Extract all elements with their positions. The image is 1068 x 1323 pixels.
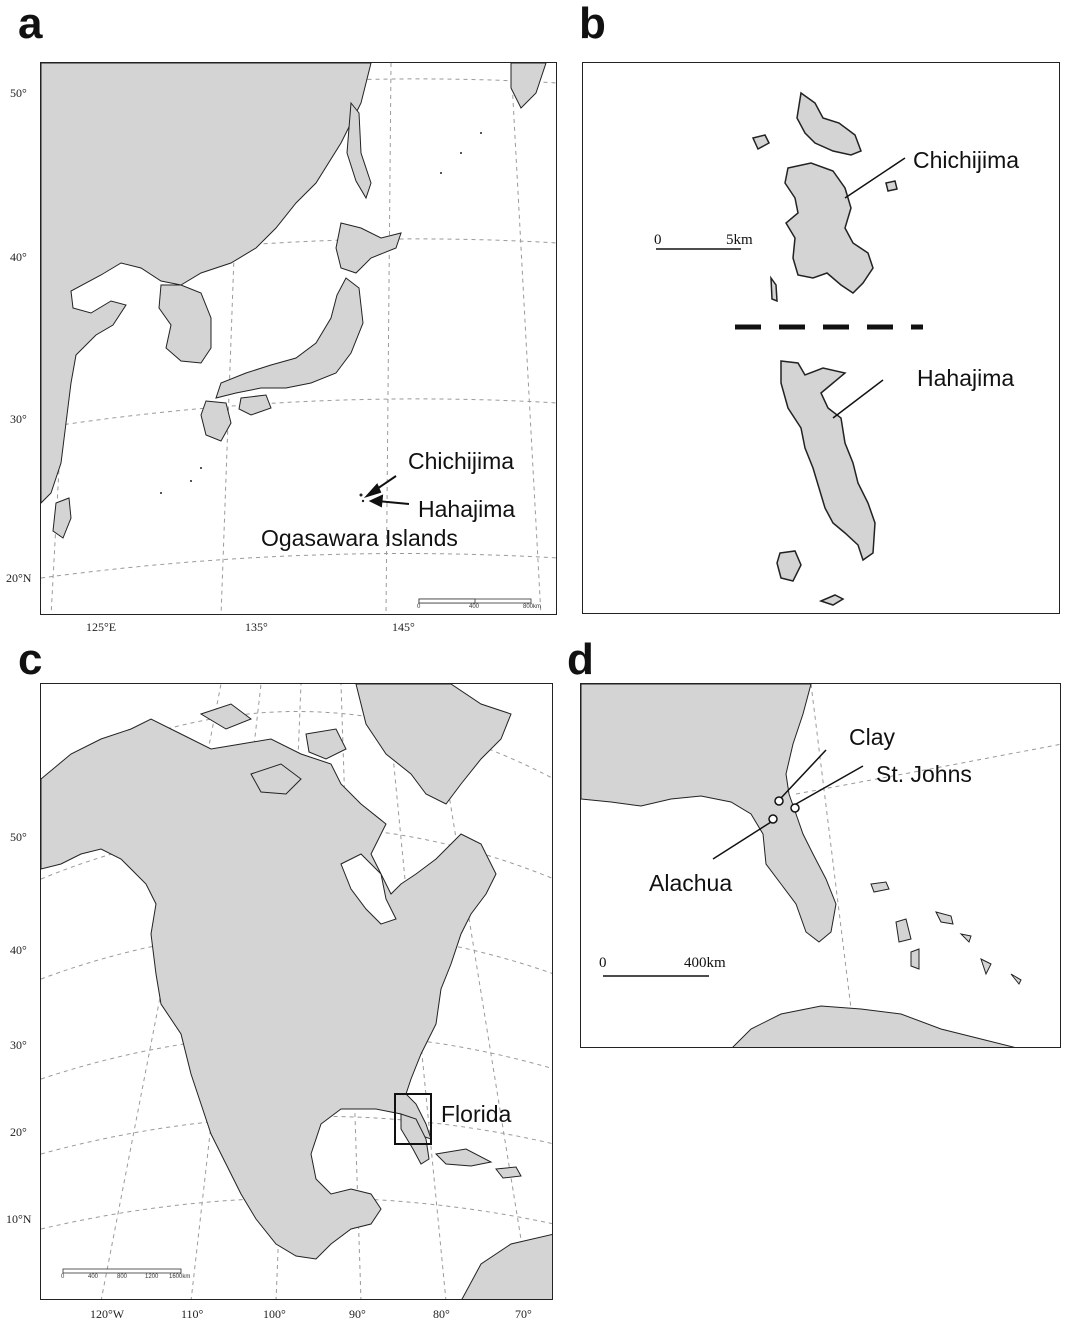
lon-c-70: 70° — [515, 1307, 532, 1321]
asia-mainland — [41, 63, 372, 504]
label-chichijima-a: Chichijima — [408, 448, 515, 474]
scale-d-0: 0 — [599, 955, 607, 971]
lat-c-50: 50° — [10, 830, 27, 844]
point-st-johns — [790, 803, 800, 813]
hudson-bay — [340, 853, 397, 925]
florida-peninsula — [400, 1113, 430, 1165]
hokkaido — [335, 222, 402, 274]
southeast-us-florida — [581, 684, 837, 943]
islands-map-svg — [656, 91, 923, 606]
japan-map-svg — [41, 63, 556, 614]
map-panel-b-islands: Chichijima Hahajima 0 5km — [582, 62, 1060, 614]
point-clay — [774, 796, 784, 806]
florida-map-svg — [581, 684, 1060, 1047]
label-hahajima-b: Hahajima — [917, 365, 1015, 391]
cuba — [732, 1005, 1016, 1047]
korea — [158, 284, 212, 364]
point-alachua — [768, 814, 778, 824]
lat-a-40: 40° — [10, 250, 27, 264]
sakhalin — [346, 101, 372, 200]
scale-a-800: 800km — [523, 604, 542, 610]
lat-a-50: 50° — [10, 86, 27, 100]
scale-a-0: 0 — [417, 604, 421, 610]
chichijima-island — [784, 162, 874, 294]
north-america-map-svg — [41, 684, 552, 1299]
shikoku — [238, 394, 272, 416]
scale-d-400km: 400km — [684, 955, 726, 971]
lon-a-125: 125°E — [86, 620, 117, 634]
label-chichijima-b: Chichijima — [913, 147, 1020, 173]
greenland — [355, 684, 512, 805]
lat-c-30: 30° — [10, 1038, 27, 1052]
panel-letter-b: b — [579, 0, 606, 48]
scale-b-0: 0 — [654, 232, 662, 248]
map-panel-a-japan: Chichijima Hahajima Ogasawara Islands 0 … — [40, 62, 557, 615]
lat-c-10: 10°N — [6, 1212, 32, 1226]
panel-letter-c: c — [18, 635, 43, 684]
lon-c-120: 120°W — [90, 1307, 125, 1321]
label-hahajima-a: Hahajima — [418, 496, 516, 522]
honshu — [215, 277, 364, 399]
lon-c-100: 100° — [263, 1307, 286, 1321]
lon-c-110: 110° — [181, 1307, 204, 1321]
map-panel-d-florida: Clay St. Johns Alachua 0 400km — [580, 683, 1061, 1048]
kyushu — [200, 400, 232, 442]
scale-c-1600: 1600km — [169, 1274, 191, 1280]
label-ogasawara-islands: Ogasawara Islands — [261, 525, 458, 551]
lat-a-20: 20°N — [6, 571, 32, 585]
scale-a-400: 400 — [469, 604, 480, 610]
label-clay: Clay — [849, 724, 896, 750]
scale-c-0: 0 — [61, 1274, 65, 1280]
lat-c-40: 40° — [10, 943, 27, 957]
lon-c-90: 90° — [349, 1307, 366, 1321]
scale-c-800: 800 — [117, 1274, 128, 1280]
panel-letter-a: a — [18, 0, 43, 48]
north-america-landmass — [41, 718, 497, 1260]
label-st-johns: St. Johns — [876, 761, 972, 787]
taiwan — [52, 497, 72, 539]
lon-c-80: 80° — [433, 1307, 450, 1321]
scale-b-5km: 5km — [726, 232, 753, 248]
panel-letter-d: d — [567, 635, 594, 684]
lat-a-30: 30° — [10, 412, 27, 426]
florida-highlight-box — [394, 1093, 432, 1145]
hahajima-island — [780, 360, 876, 562]
lon-a-135: 135° — [245, 620, 268, 634]
lon-a-145: 145° — [392, 620, 415, 634]
lat-c-20: 20° — [10, 1125, 27, 1139]
label-alachua: Alachua — [649, 870, 733, 896]
scale-c-1200: 1200 — [145, 1274, 159, 1280]
map-panel-c-north-america: Florida 0 400 800 1200 1600km — [40, 683, 553, 1300]
scale-c-400: 400 — [88, 1274, 99, 1280]
label-florida: Florida — [441, 1101, 512, 1127]
